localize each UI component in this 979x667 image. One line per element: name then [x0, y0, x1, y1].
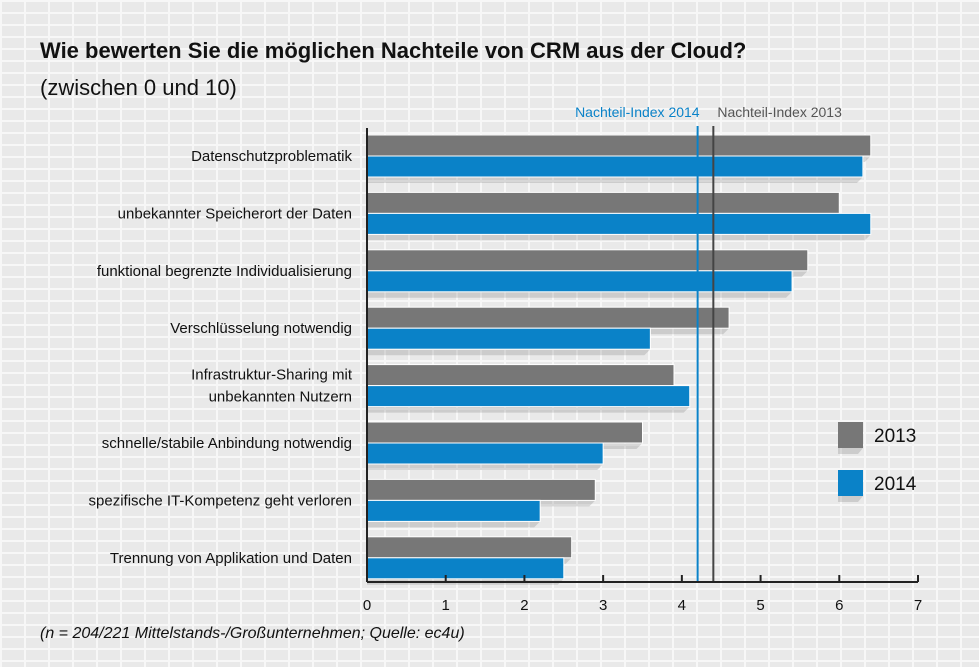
reference-line-label: Nachteil-Index 2013	[717, 104, 842, 120]
category-label: Infrastruktur-Sharing mit	[191, 367, 353, 384]
x-tick-label: 2	[520, 597, 528, 614]
category-label: Trennung von Applikation und Daten	[110, 550, 352, 567]
x-tick-label: 6	[835, 597, 843, 614]
bar-2014	[366, 327, 651, 350]
bar-shadow	[367, 291, 793, 298]
bar-shadow	[367, 521, 541, 528]
bar-shadow	[367, 406, 690, 413]
x-tick-label: 0	[363, 597, 371, 614]
legend-swatch-shadow	[838, 448, 863, 454]
legend-swatch-shadow	[838, 496, 863, 502]
bar-2013	[366, 191, 840, 214]
bar-shadow	[367, 464, 604, 470]
bar-shadow	[367, 349, 651, 356]
bar-shadow	[367, 234, 871, 241]
reference-line-label: Nachteil-Index 2014	[575, 104, 700, 120]
bar-2014	[366, 270, 793, 293]
footnote: (n = 204/221 Mittelstands-/Großunternehm…	[40, 625, 465, 642]
x-tick-label: 7	[914, 597, 922, 614]
bar-2013	[366, 536, 573, 559]
chart-title: Wie bewerten Sie die möglichen Nachteile…	[40, 38, 747, 63]
x-tick-label: 3	[599, 597, 607, 614]
category-label: funktional begrenzte Individualisierung	[97, 263, 352, 280]
bar-2013	[366, 478, 596, 501]
bar-shadow	[367, 177, 863, 183]
legend-swatch-2013	[838, 422, 863, 448]
category-label: unbekannten Nutzern	[209, 389, 352, 406]
category-label: schnelle/stabile Anbindung notwendig	[102, 435, 352, 452]
bar-2013	[366, 306, 730, 329]
x-tick-label: 1	[442, 597, 450, 614]
x-tick-label: 5	[756, 597, 764, 614]
bar-2014	[366, 155, 864, 178]
chart-subtitle: (zwischen 0 und 10)	[40, 75, 237, 100]
legend-swatch-2014	[838, 470, 863, 496]
legend-label: 2014	[874, 474, 917, 495]
bar-2014	[366, 557, 565, 580]
bar-2013	[366, 364, 675, 387]
category-label: Verschlüsselung notwendig	[170, 320, 352, 337]
category-label: unbekannter Speicherort der Daten	[118, 205, 352, 222]
bar-2013	[366, 134, 872, 157]
legend-label: 2013	[874, 426, 916, 447]
category-label: spezifische IT-Kompetenz geht verloren	[89, 492, 352, 509]
bar-2014	[366, 385, 691, 408]
category-label: Datenschutzproblematik	[191, 148, 352, 165]
bar-2013	[366, 249, 809, 272]
bar-2014	[366, 442, 604, 465]
bar-2013	[366, 421, 643, 444]
x-tick-label: 4	[678, 597, 686, 614]
bar-2014	[366, 499, 541, 522]
bar-2014	[366, 212, 872, 235]
